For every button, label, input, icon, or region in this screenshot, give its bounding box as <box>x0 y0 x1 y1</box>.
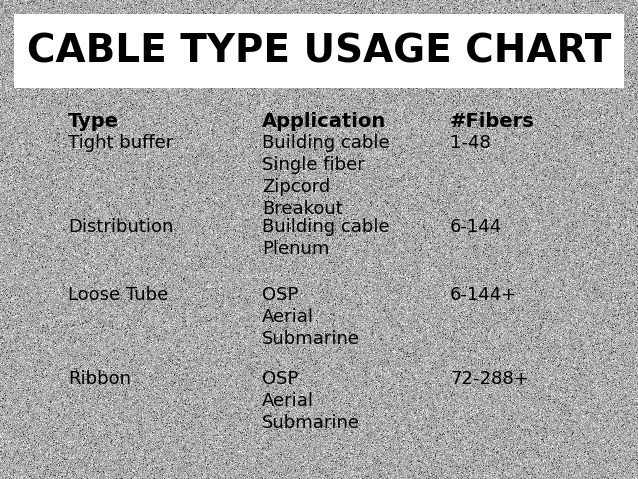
Text: 6-144: 6-144 <box>450 218 502 236</box>
Text: OSP: OSP <box>262 286 299 304</box>
Text: 72-288+: 72-288+ <box>450 370 529 388</box>
Bar <box>14 14 624 88</box>
Text: CABLE TYPE USAGE CHART: CABLE TYPE USAGE CHART <box>27 32 611 70</box>
Text: Loose Tube: Loose Tube <box>68 286 168 304</box>
Text: Submarine: Submarine <box>262 414 360 432</box>
Text: #Fibers: #Fibers <box>450 112 535 131</box>
Text: Building cable: Building cable <box>262 134 390 152</box>
Text: Type: Type <box>68 112 119 131</box>
Text: Breakout: Breakout <box>262 200 343 218</box>
Text: Zipcord: Zipcord <box>262 178 330 196</box>
Text: 1-48: 1-48 <box>450 134 491 152</box>
Text: Building cable: Building cable <box>262 218 390 236</box>
Text: Ribbon: Ribbon <box>68 370 131 388</box>
Text: Application: Application <box>262 112 386 131</box>
Text: Plenum: Plenum <box>262 240 329 258</box>
Text: Submarine: Submarine <box>262 330 360 348</box>
Text: 6-144+: 6-144+ <box>450 286 517 304</box>
Text: Aerial: Aerial <box>262 392 314 410</box>
Text: OSP: OSP <box>262 370 299 388</box>
Text: Aerial: Aerial <box>262 308 314 326</box>
Text: Single fiber: Single fiber <box>262 156 365 174</box>
Text: Tight buffer: Tight buffer <box>68 134 174 152</box>
Text: Distribution: Distribution <box>68 218 174 236</box>
